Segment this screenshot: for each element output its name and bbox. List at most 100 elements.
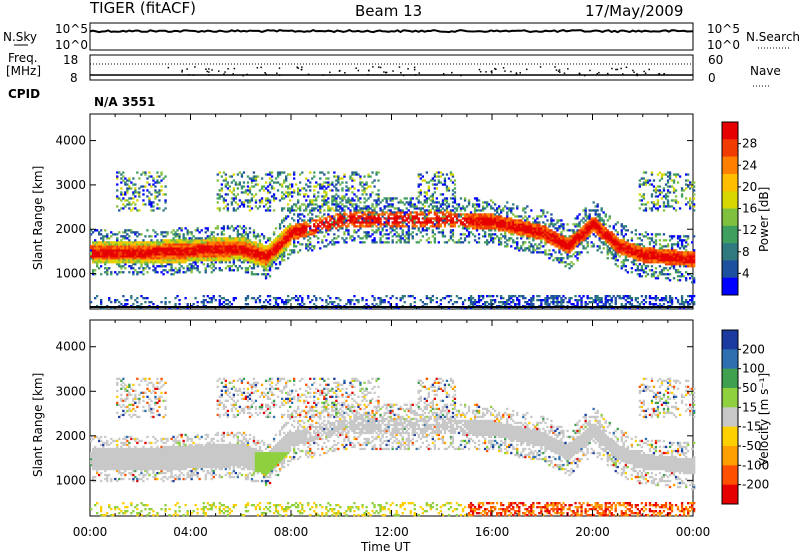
power-cell	[391, 221, 394, 224]
power-cell	[299, 233, 302, 236]
power-cell	[136, 209, 139, 212]
power-cell	[443, 235, 447, 238]
power-cell	[341, 225, 344, 228]
power-cell	[576, 231, 579, 234]
power-cell	[128, 271, 131, 274]
power-cell	[355, 231, 358, 234]
power-cell	[140, 251, 143, 254]
power-cell	[520, 225, 523, 228]
power-cell	[602, 307, 605, 310]
power-cell	[421, 211, 425, 214]
power-cell	[276, 297, 280, 300]
power-cell	[494, 215, 497, 218]
power-cell	[351, 203, 354, 206]
power-cell	[172, 273, 175, 276]
power-cell	[293, 177, 296, 180]
power-cell	[262, 265, 266, 268]
power-cell	[351, 185, 354, 188]
power-cell	[122, 247, 125, 250]
power-cell	[272, 243, 276, 246]
power-cell	[321, 195, 324, 198]
power-cell	[335, 201, 338, 204]
power-cell	[377, 203, 380, 206]
power-cell	[339, 201, 342, 204]
power-cell	[592, 307, 595, 310]
power-cell	[226, 209, 230, 212]
power-cell	[415, 213, 418, 216]
power-cell	[208, 243, 211, 246]
power-cell	[246, 269, 250, 272]
power-cell	[479, 209, 483, 212]
power-cell	[604, 295, 607, 298]
power-cell	[469, 219, 473, 222]
power-cell	[188, 267, 191, 270]
power-cell	[373, 241, 376, 244]
power-cell	[375, 193, 378, 196]
power-cell	[228, 243, 232, 246]
power-cell	[389, 197, 392, 200]
power-cell	[120, 249, 123, 252]
power-cell	[594, 221, 597, 224]
power-cell	[411, 227, 414, 230]
power-cell	[548, 229, 551, 232]
power-cell	[236, 267, 240, 270]
power-cell	[295, 205, 298, 208]
power-cell	[297, 223, 300, 226]
power-cell	[132, 249, 135, 252]
power-cell	[463, 225, 467, 228]
power-cell	[439, 205, 443, 208]
power-cell	[116, 247, 119, 250]
power-cell	[252, 263, 256, 266]
power-cell	[250, 253, 254, 256]
power-cell	[118, 259, 121, 262]
power-cell	[341, 177, 344, 180]
power-cell	[433, 233, 437, 236]
power-cell	[385, 237, 388, 240]
power-cell	[608, 231, 611, 234]
power-cell	[401, 233, 404, 236]
power-cell	[156, 243, 159, 246]
power-cell	[325, 187, 328, 190]
power-cell	[395, 303, 398, 306]
power-cell	[459, 221, 463, 224]
power-cell	[122, 171, 125, 174]
power-cell	[160, 259, 163, 262]
power-cell	[554, 251, 557, 254]
power-cell	[164, 269, 167, 272]
power-cell	[371, 225, 374, 228]
power-cell	[204, 243, 207, 246]
power-cell	[508, 221, 511, 224]
power-cell	[236, 241, 240, 244]
power-cell	[299, 229, 302, 232]
power-cell	[315, 197, 318, 200]
power-cell	[313, 229, 316, 232]
power-cell	[584, 213, 587, 216]
power-cell	[333, 237, 336, 240]
power-cell	[437, 219, 441, 222]
power-cell	[359, 181, 362, 184]
power-cell	[295, 227, 298, 230]
power-cell	[236, 203, 240, 206]
power-cell	[176, 241, 179, 244]
power-cell	[116, 197, 119, 200]
power-cell	[403, 203, 406, 206]
power-cell	[220, 249, 224, 252]
power-cell	[459, 237, 463, 240]
power-cell	[375, 303, 378, 306]
power-cell	[431, 195, 435, 198]
power-cell	[142, 171, 145, 174]
power-cell	[327, 227, 330, 230]
power-cell	[152, 249, 155, 252]
power-cell	[156, 259, 159, 262]
power-cell	[281, 259, 284, 262]
power-cell	[447, 177, 451, 180]
power-cell	[532, 249, 535, 252]
nave-dot	[495, 68, 497, 71]
power-cell	[506, 223, 509, 226]
power-cell	[234, 257, 238, 260]
power-cell	[612, 255, 615, 258]
power-cell	[212, 237, 215, 240]
power-cell	[610, 247, 613, 250]
power-cell	[285, 177, 288, 180]
power-cell	[429, 301, 433, 304]
